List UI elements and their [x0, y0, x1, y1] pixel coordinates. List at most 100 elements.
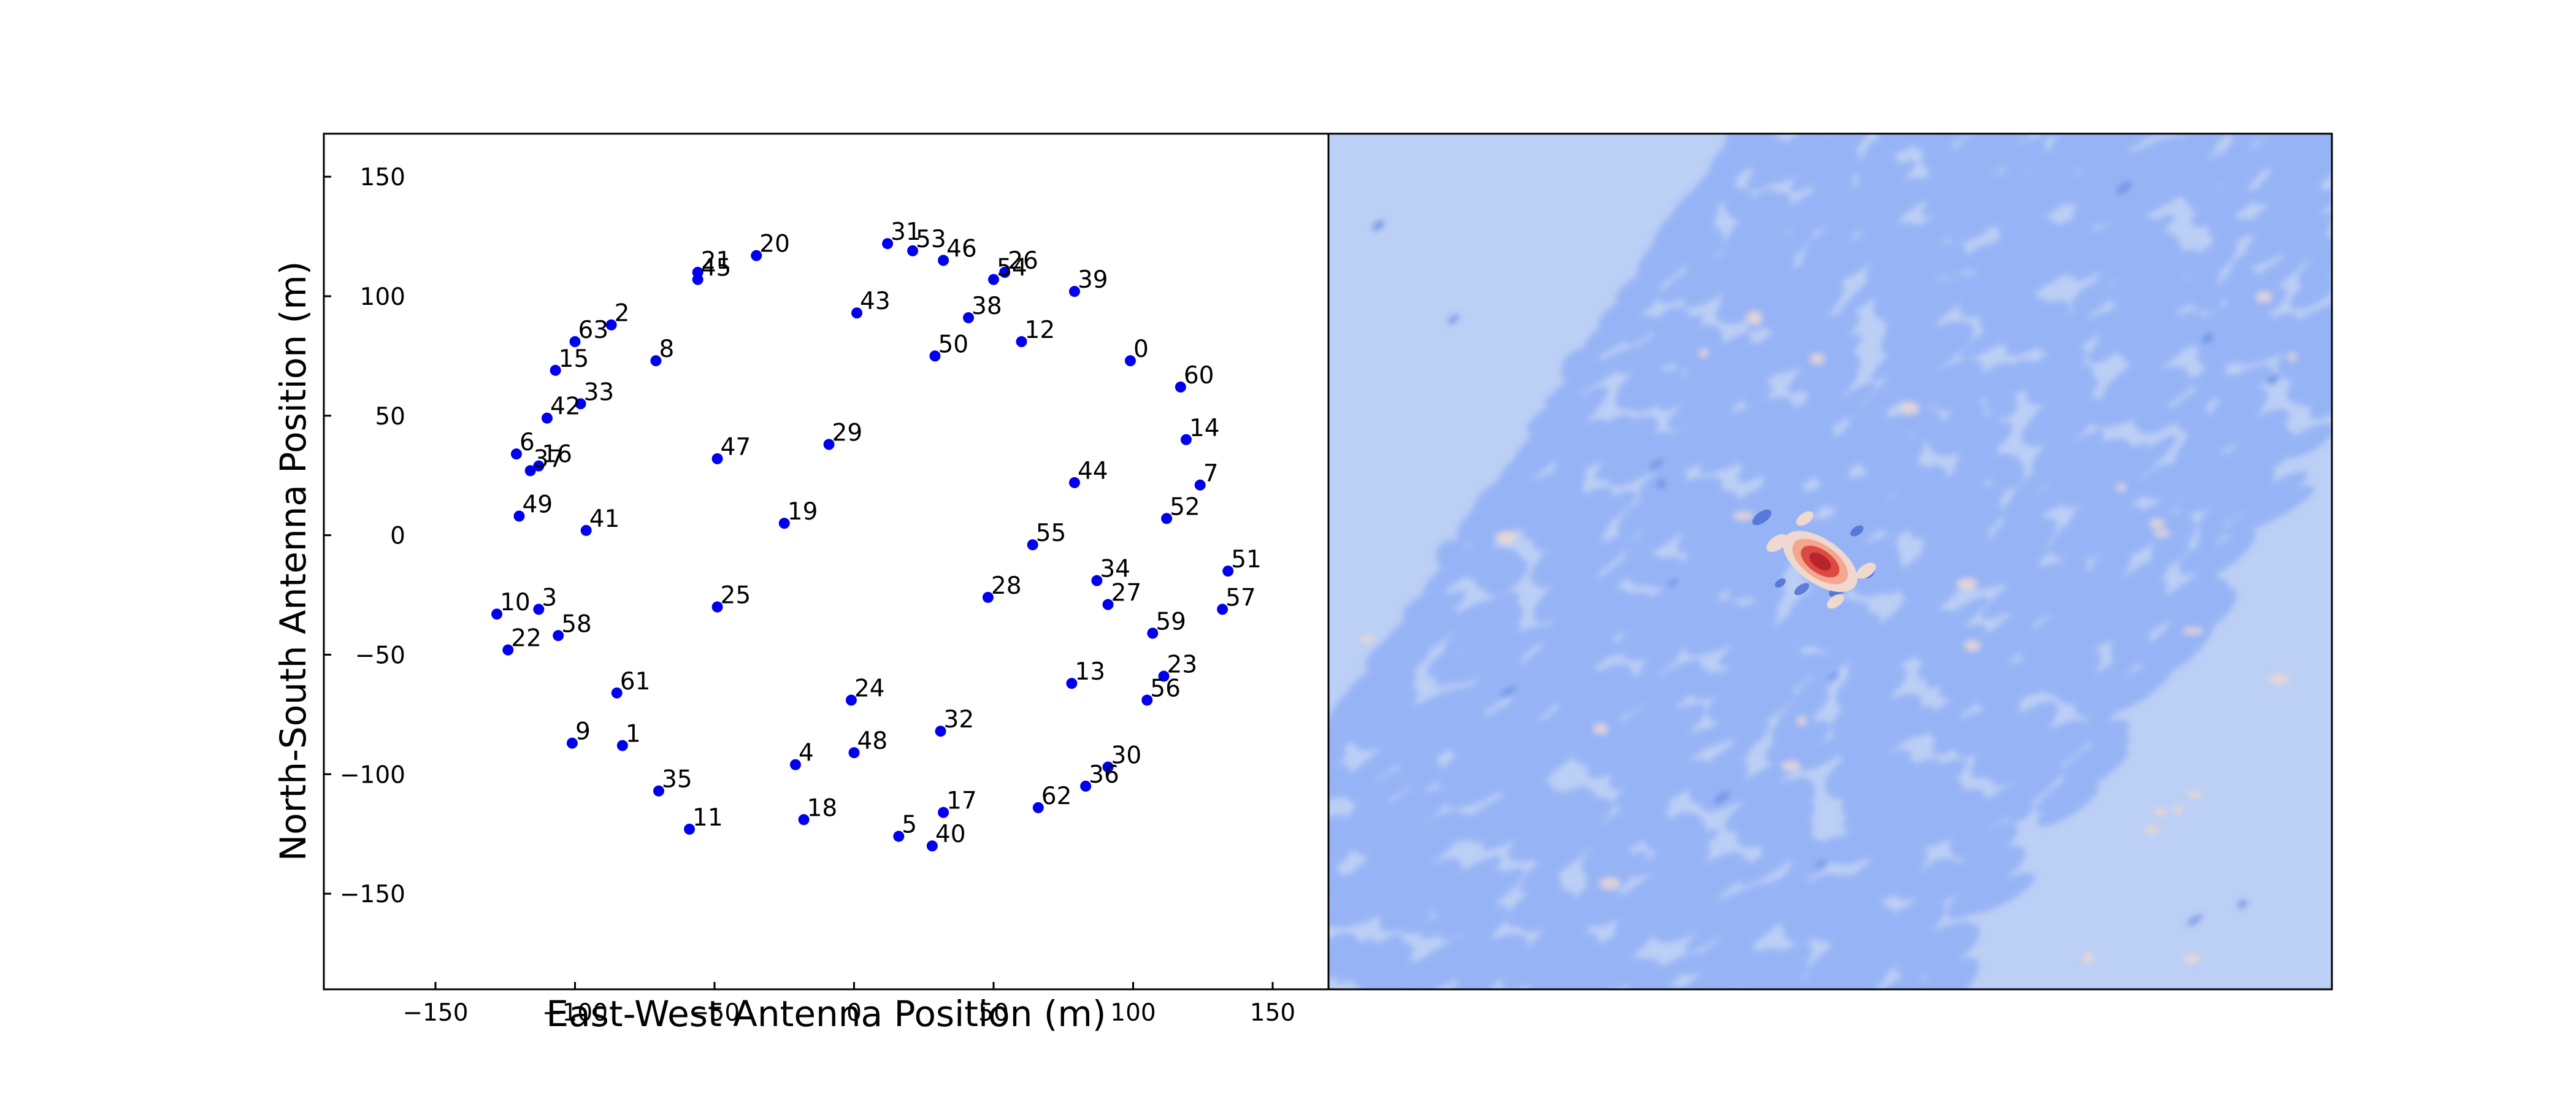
- antenna-label: 37: [534, 445, 564, 473]
- fringe-blob: [1470, 789, 1563, 843]
- fringe-blob: [1985, 386, 2017, 419]
- negative-sidelobe: [1794, 583, 1809, 596]
- fringe-blob: [1847, 609, 1954, 679]
- antenna-point: [575, 398, 586, 410]
- beam-peak: [1752, 509, 1876, 609]
- antenna-label: 56: [1150, 675, 1181, 703]
- fringe-blob: [1879, 436, 1924, 476]
- fringe-blob: [1295, 1013, 1343, 1059]
- antenna-label: 40: [935, 821, 966, 848]
- faint-spot: [2153, 529, 2170, 537]
- y-axis-ticks: −150 −100 −50 0 50 100 150: [324, 164, 405, 908]
- fringe-blob: [1738, 66, 1804, 128]
- fringe-blob: [1988, 453, 2025, 490]
- fringe-blob: [1530, 515, 1610, 585]
- fringe-blob: [1807, 30, 1898, 112]
- fringe-blob: [1594, 592, 1654, 636]
- fringe-blob: [1845, 1033, 1890, 1078]
- fringe-blob: [1719, 994, 1814, 1079]
- fringe-blob: [2348, 50, 2425, 121]
- antenna-label: 28: [991, 572, 1022, 600]
- fringe-blob: [1738, 450, 1777, 483]
- scatter-plot-area: [324, 134, 1328, 989]
- antenna-point: [882, 238, 894, 250]
- fringe-blob: [1746, 134, 1827, 191]
- fringe-blob: [1354, 755, 1438, 810]
- fringe-blob: [1869, 45, 1976, 118]
- fringe-blob: [2004, 137, 2047, 175]
- fringe-blob: [2261, 63, 2308, 101]
- antenna-label: 13: [1075, 658, 1105, 686]
- antenna-point: [963, 312, 975, 324]
- fringe-blob: [1719, 626, 1775, 667]
- fringe-blob: [1836, 852, 1901, 911]
- fringe-blob: [1781, 989, 1875, 1060]
- fringe-blob: [1805, 91, 1854, 138]
- fringe-blob: [2175, 388, 2268, 467]
- faint-spot: [1796, 716, 1807, 726]
- y-tick-label: −150: [340, 881, 405, 908]
- fringe-blob: [2342, 49, 2409, 108]
- antenna-label: 51: [1231, 546, 1262, 573]
- fringe-blob: [2019, 472, 2096, 518]
- faint-spot: [1497, 531, 1516, 544]
- fringe-blob: [1863, 134, 1965, 160]
- antenna-point: [1222, 565, 1234, 577]
- antenna-point: [929, 350, 941, 362]
- fringe-blob: [1992, 719, 2084, 786]
- negative-sidelobe: [1774, 578, 1786, 588]
- fringe-blob: [1750, 572, 1785, 607]
- faint-spot: [2082, 953, 2094, 964]
- antenna-point: [1147, 627, 1159, 639]
- fringe-blob: [1533, 568, 1600, 623]
- antenna-label: 10: [500, 589, 531, 616]
- antenna-point: [938, 255, 949, 266]
- antenna-point: [616, 740, 628, 751]
- fringe-blob: [1409, 762, 1443, 791]
- fringe-blob: [1869, 972, 1922, 989]
- fringe-blob: [1937, 247, 1969, 278]
- sidelobe-dip: [2187, 914, 2202, 926]
- antenna-label: 58: [561, 610, 592, 638]
- fringe-blob: [1667, 394, 1710, 430]
- fringe-blob: [1606, 672, 1661, 717]
- fringe-blob: [2380, 256, 2425, 297]
- fringe-blob: [1889, 75, 1945, 123]
- y-tick-label: 150: [360, 164, 405, 191]
- fringe-blob: [2350, 190, 2458, 275]
- fringe-blob: [2037, 783, 2099, 827]
- fringe-blob: [2282, 223, 2330, 259]
- antenna-label: 57: [1225, 584, 1256, 611]
- fringe-blob: [1822, 929, 1917, 989]
- antenna-label: 0: [1133, 335, 1149, 363]
- antenna-label: 22: [511, 625, 542, 653]
- fringe-blob: [2196, 529, 2256, 578]
- sidelobe-dip: [1372, 220, 1385, 231]
- fringe-blob: [2246, 187, 2332, 253]
- fringe-blob: [2004, 134, 2036, 143]
- antenna-point: [988, 274, 999, 285]
- antenna-point: [611, 687, 623, 699]
- y-tick-label: 50: [375, 403, 405, 431]
- fringe-blob: [1965, 873, 2035, 914]
- fringe-blob: [2339, 165, 2391, 207]
- fringe-blob: [2090, 719, 2129, 747]
- fringe-blob: [2006, 329, 2047, 356]
- antenna-label: 15: [559, 345, 589, 373]
- sidelobe-dip: [1656, 478, 1666, 489]
- fringe-blob: [2271, 78, 2352, 136]
- fringe-blob: [1520, 889, 1574, 932]
- fringe-blob: [1776, 1019, 1849, 1079]
- x-axis-label: East-West Antenna Position (m): [546, 993, 1106, 1035]
- fringe-blob: [1495, 416, 1586, 493]
- antenna-label: 49: [523, 491, 553, 518]
- fringe-blob: [1896, 922, 1980, 978]
- fringe-blob: [2112, 29, 2230, 115]
- fringe-blob: [1985, 821, 2018, 849]
- antenna-point: [553, 630, 564, 642]
- fringe-blob: [1750, 46, 1813, 105]
- fringe-blob: [1574, 543, 1656, 610]
- antenna-label: 54: [997, 255, 1027, 282]
- fringe-blob: [1644, 659, 1703, 704]
- fringe-blob: [1843, 613, 1880, 640]
